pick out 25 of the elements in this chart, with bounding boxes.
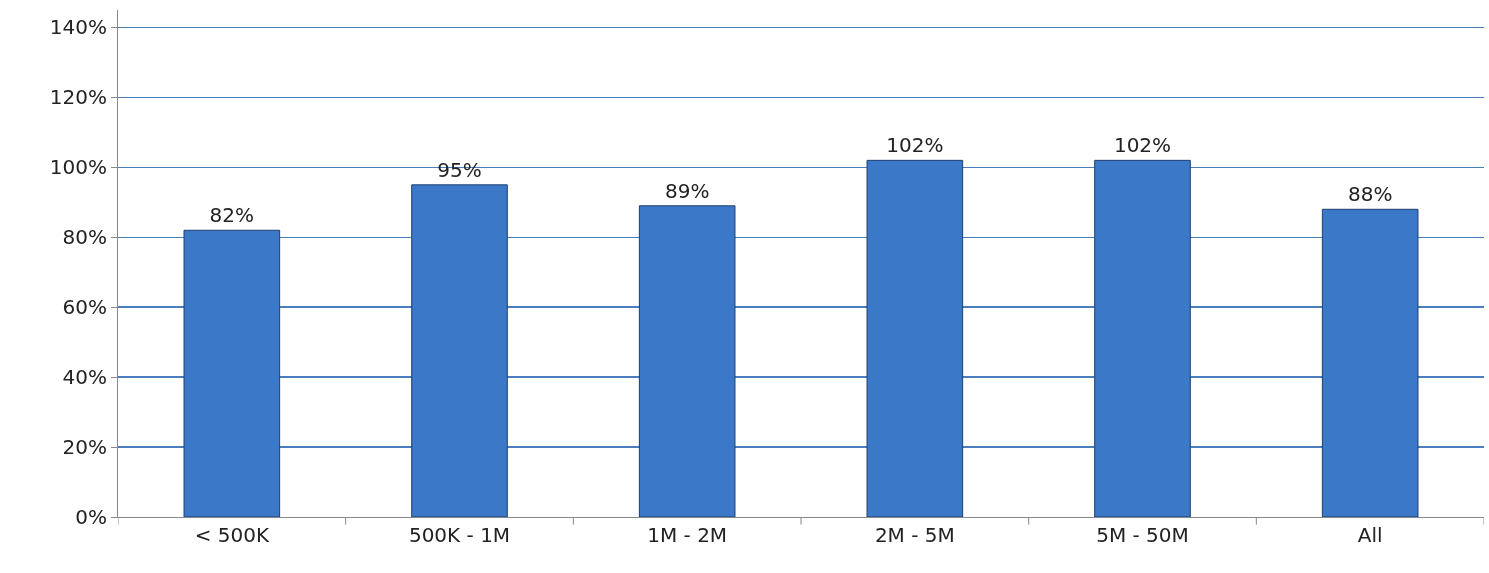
data-label: 102% bbox=[1113, 133, 1172, 158]
y-tick-label: 20% bbox=[62, 435, 107, 460]
data-label: 89% bbox=[664, 178, 710, 203]
y-tick-label: 80% bbox=[62, 225, 107, 250]
x-tick-label: 5M - 50M bbox=[1096, 523, 1189, 547]
bar bbox=[183, 229, 281, 517]
x-tick-label: 2M - 5M bbox=[874, 523, 955, 547]
y-tick-label: 0% bbox=[75, 505, 107, 529]
y-tick-label: 140% bbox=[49, 15, 107, 40]
data-label: 88% bbox=[1347, 182, 1393, 207]
x-tick-label: 1M - 2M bbox=[647, 523, 728, 547]
x-tick-label: < 500K bbox=[194, 523, 270, 547]
data-label: 82% bbox=[209, 203, 255, 228]
x-tick-label: 500K - 1M bbox=[408, 523, 511, 547]
bar bbox=[411, 184, 508, 517]
y-tick-label: 40% bbox=[62, 365, 107, 390]
y-tick-label: 120% bbox=[49, 85, 107, 110]
data-label: 102% bbox=[886, 133, 944, 158]
x-tick-label: All bbox=[1357, 523, 1383, 547]
bar bbox=[1094, 159, 1191, 517]
bar bbox=[866, 159, 964, 517]
bar bbox=[638, 205, 736, 517]
bar bbox=[1321, 208, 1419, 517]
y-tick-label: 60% bbox=[62, 295, 107, 320]
y-tick-label: 100% bbox=[49, 155, 107, 180]
